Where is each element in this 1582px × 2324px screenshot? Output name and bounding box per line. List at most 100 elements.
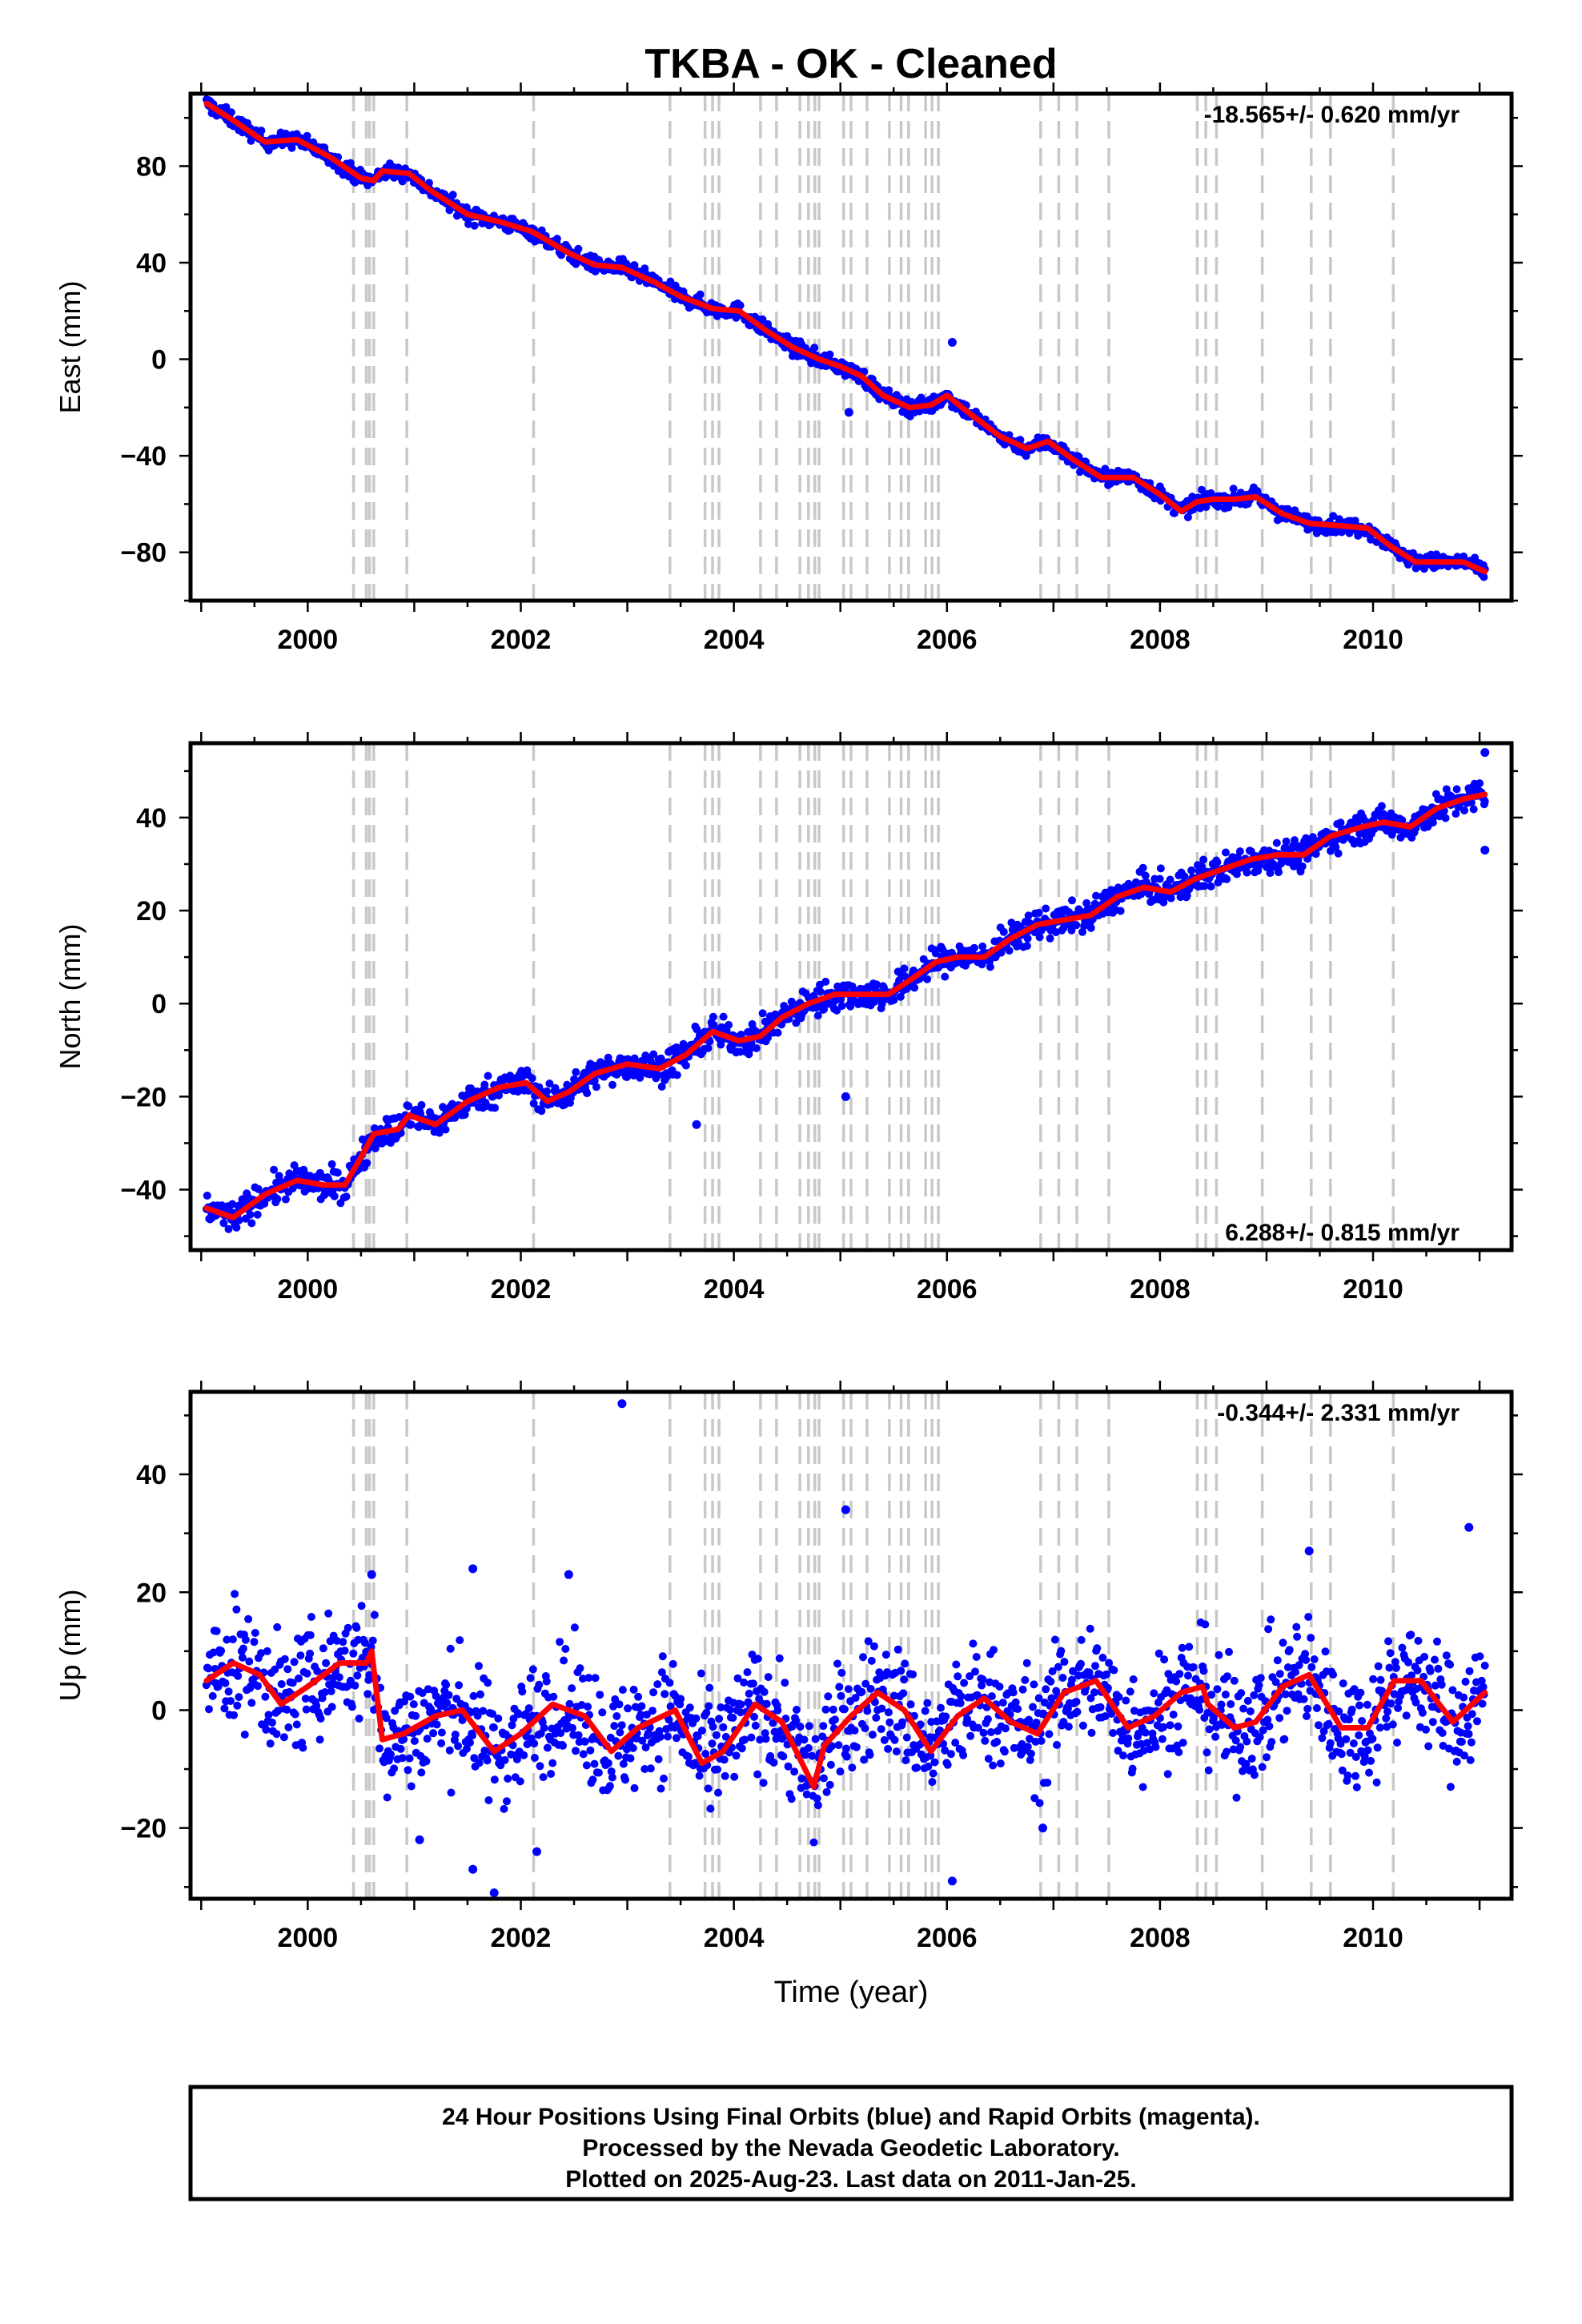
data-point <box>552 235 561 243</box>
y-tick-label: 40 <box>136 803 167 834</box>
x-tick-label: 2006 <box>917 1923 978 1953</box>
data-point <box>1350 1685 1359 1694</box>
data-point <box>1201 1620 1210 1629</box>
data-point <box>452 1695 461 1703</box>
data-point <box>657 1668 666 1677</box>
data-point <box>1292 1622 1301 1631</box>
data-point <box>484 1072 492 1080</box>
x-tick-label: 2008 <box>1130 1923 1191 1953</box>
data-point <box>721 1771 729 1780</box>
y-tick-label: 0 <box>151 989 167 1019</box>
data-point <box>231 1590 239 1598</box>
data-point <box>868 1731 877 1739</box>
data-point <box>899 1689 908 1698</box>
x-tick-label: 2008 <box>1130 1274 1191 1305</box>
data-point <box>454 1742 463 1751</box>
data-point <box>842 1752 851 1761</box>
data-point <box>429 1729 438 1738</box>
data-point <box>306 1649 315 1658</box>
data-point <box>352 1623 361 1632</box>
data-point <box>626 1754 635 1763</box>
data-point <box>811 1735 820 1743</box>
data-point <box>1265 1722 1274 1731</box>
data-point <box>649 1050 658 1059</box>
data-point <box>1437 1680 1446 1689</box>
data-point <box>1048 1667 1057 1675</box>
data-point <box>1023 1743 1032 1751</box>
data-point <box>1391 1663 1400 1672</box>
data-point <box>260 1200 269 1208</box>
data-point <box>1092 891 1100 900</box>
data-point <box>239 1644 247 1653</box>
data-point <box>1023 934 1032 943</box>
data-point <box>792 1716 801 1725</box>
data-point <box>983 1715 992 1723</box>
data-point <box>460 1110 469 1119</box>
data-point <box>1336 818 1345 827</box>
data-point <box>224 1687 233 1696</box>
data-point <box>1101 464 1110 473</box>
data-point <box>1109 1729 1118 1737</box>
data-point <box>1464 1722 1472 1731</box>
data-point <box>494 1714 503 1723</box>
data-point <box>1391 1658 1399 1667</box>
data-point <box>1207 882 1215 891</box>
data-point <box>584 1674 593 1683</box>
data-point <box>840 1705 849 1714</box>
data-point <box>685 1752 693 1761</box>
data-point <box>508 1721 516 1730</box>
data-point <box>696 290 705 299</box>
data-point <box>370 1610 379 1619</box>
panels: 2000 2002 2004 2006 2008 2010−80−4004080East … <box>54 82 1523 1953</box>
data-point <box>1163 1770 1172 1779</box>
data-point <box>1200 882 1209 891</box>
data-point <box>1246 1707 1255 1715</box>
data-point <box>660 1774 668 1783</box>
data-point <box>224 1224 233 1233</box>
data-point <box>1321 1647 1330 1656</box>
outlier-point <box>841 1505 850 1514</box>
data-point <box>649 1688 658 1697</box>
data-point <box>1213 858 1222 866</box>
data-point <box>963 1715 972 1723</box>
y-tick-label: 40 <box>136 248 167 279</box>
data-point <box>827 1742 836 1751</box>
data-point <box>867 1656 876 1665</box>
footer-box <box>188 2085 1514 2201</box>
data-point <box>848 1763 857 1772</box>
data-point <box>1077 1635 1086 1644</box>
data-point <box>928 1778 937 1787</box>
data-point <box>758 315 767 324</box>
data-point <box>407 1782 416 1791</box>
data-point <box>473 1711 482 1720</box>
data-point <box>959 1751 968 1759</box>
data-point <box>713 1765 722 1774</box>
data-point <box>1014 1705 1022 1713</box>
data-point <box>837 1002 846 1011</box>
x-tick-label: 2004 <box>704 1274 765 1305</box>
data-point <box>969 1639 978 1648</box>
data-point <box>219 1219 228 1228</box>
data-point <box>1351 1753 1360 1761</box>
data-point <box>1404 1658 1412 1667</box>
data-point <box>1247 1755 1256 1763</box>
data-point <box>1382 1714 1391 1723</box>
data-point <box>618 1686 627 1695</box>
data-point <box>1457 1738 1466 1746</box>
data-point <box>407 1120 416 1129</box>
data-point <box>841 1744 850 1753</box>
data-point <box>1434 1664 1443 1673</box>
data-point <box>1369 1675 1378 1683</box>
data-point <box>897 1667 905 1675</box>
data-point <box>1119 1751 1127 1760</box>
data-point <box>251 1629 259 1637</box>
data-point <box>254 1184 263 1193</box>
data-point <box>1250 1771 1259 1779</box>
data-point <box>475 1759 484 1767</box>
data-point <box>736 301 745 310</box>
data-point <box>583 1089 592 1098</box>
data-point <box>220 1704 229 1713</box>
data-point <box>1229 1745 1238 1754</box>
data-point <box>437 1739 446 1747</box>
data-point <box>1256 1674 1265 1683</box>
